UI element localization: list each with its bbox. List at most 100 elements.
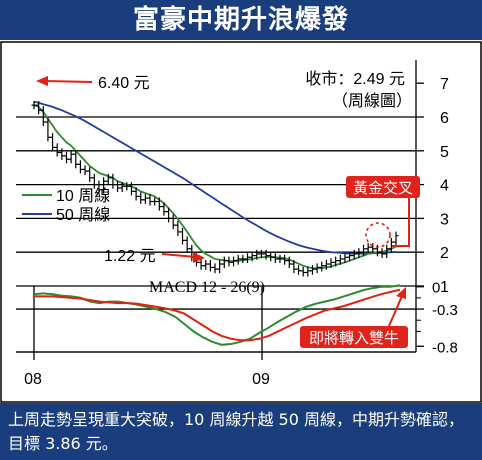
price-bar <box>101 177 107 194</box>
price-bar <box>226 256 232 267</box>
price-bar <box>268 251 274 262</box>
macd-line <box>33 284 401 346</box>
price-bar <box>384 244 390 258</box>
stock-chart: 1 2 3 4 5 6 7 0 -0.3 -0.8 08 09 收市：2.49 元 （周線圖） 6… <box>0 41 482 403</box>
price-bar <box>161 202 167 216</box>
price-bar <box>138 192 144 204</box>
price-bar <box>152 197 158 206</box>
price-bar <box>286 256 292 269</box>
price-bar <box>110 173 116 189</box>
x-tick-label: 08 <box>24 371 42 388</box>
price-bar <box>235 254 241 265</box>
price-bar <box>207 259 213 272</box>
price-bar <box>388 238 394 253</box>
price-bar <box>333 256 339 267</box>
page-title: 富豪中期升浪爆發 <box>0 0 482 40</box>
price-bar <box>361 244 367 257</box>
price-bar <box>203 259 209 270</box>
price-bar <box>323 259 329 270</box>
macd-y-tick-label: 0 <box>432 280 440 297</box>
ma50-line <box>33 100 397 255</box>
price-bar <box>68 150 74 164</box>
price-bar <box>156 197 162 211</box>
price-y-ticks: 1 2 3 4 5 6 7 <box>415 60 449 296</box>
price-bar <box>115 180 121 193</box>
macd-title: MACD 12 - 26(9) <box>149 279 265 296</box>
price-y-tick-label: 1 <box>440 279 449 296</box>
price-bar <box>133 187 139 201</box>
price-bar <box>328 258 334 269</box>
price-bar <box>272 253 278 264</box>
price-bar <box>351 249 357 260</box>
price-y-tick-label: 5 <box>440 144 449 161</box>
price-y-tick-label: 3 <box>440 211 449 228</box>
price-bar <box>314 263 320 274</box>
price-bar <box>263 249 269 260</box>
price-bar <box>347 251 353 262</box>
price-bar <box>342 253 348 264</box>
macd-callout-label: 即將轉入雙牛 <box>309 330 399 347</box>
x-axis: 08 09 <box>16 286 416 388</box>
price-bar <box>337 254 343 265</box>
macd-y-tick-label: -0.3 <box>432 302 458 319</box>
price-bar <box>77 160 83 174</box>
high-annotation: 6.40 元 <box>36 75 150 92</box>
x-tick-label: 09 <box>252 371 270 388</box>
price-y-tick-label: 4 <box>440 178 449 195</box>
price-bar <box>198 258 204 270</box>
price-bar <box>36 101 42 115</box>
macd-callout: 即將轉入雙牛 <box>300 287 408 348</box>
price-bar <box>147 194 153 206</box>
price-bar <box>258 249 264 258</box>
close-price-label: 收市：2.49 元 <box>305 70 405 88</box>
low-annotation: 1.22 元 <box>104 248 205 265</box>
macd-y-ticks: 0 -0.3 -0.8 <box>415 280 458 356</box>
price-y-tick-label: 6 <box>440 110 449 127</box>
signal-line <box>34 288 401 342</box>
legend-ma10-label: 10 周線 <box>56 187 110 205</box>
legend-ma50-label: 50 周線 <box>56 206 110 224</box>
price-bar <box>175 221 181 236</box>
price-bar <box>54 143 60 157</box>
price-bar <box>166 207 172 223</box>
price-bar <box>217 259 223 274</box>
price-bar <box>370 243 376 253</box>
price-bar <box>300 266 306 277</box>
price-bar <box>142 194 148 204</box>
price-bar <box>124 182 130 191</box>
price-bar <box>282 254 288 265</box>
price-bar <box>249 251 255 262</box>
price-bar <box>309 265 315 275</box>
price-bar <box>96 180 102 194</box>
price-bar <box>40 106 46 127</box>
price-bar <box>105 173 111 186</box>
macd-y-tick-label: -0.8 <box>432 339 458 356</box>
price-bar <box>291 259 297 274</box>
price-bar <box>240 254 246 264</box>
price-bar <box>59 148 65 160</box>
price-bar <box>119 182 125 193</box>
price-bar <box>170 214 176 230</box>
price-bar <box>73 150 79 169</box>
price-bar <box>45 118 51 142</box>
price-bar <box>379 248 385 258</box>
high-price-label: 6.40 元 <box>98 75 150 92</box>
close-price-subtitle: （周線圖） <box>332 92 412 110</box>
price-bar <box>356 248 362 258</box>
chart-frame <box>0 41 482 403</box>
price-y-tick-label: 2 <box>440 245 449 262</box>
price-bar <box>50 133 56 152</box>
price-bar <box>184 236 190 253</box>
chart-caption: 上周走勢呈現重大突破，10 周線升越 50 周線，中期升勢確認，目標 3.86 … <box>0 403 482 460</box>
price-bar <box>254 249 260 260</box>
price-bar <box>31 101 37 110</box>
price-bar <box>231 256 237 267</box>
price-bar <box>87 167 93 182</box>
golden-cross-callout: 黃金交叉 <box>346 176 420 248</box>
price-bar <box>128 182 134 196</box>
low-price-label: 1.22 元 <box>104 248 156 265</box>
price-bar <box>221 256 227 269</box>
price-bars <box>31 101 399 277</box>
price-bar <box>277 254 283 264</box>
price-bar <box>296 265 302 275</box>
